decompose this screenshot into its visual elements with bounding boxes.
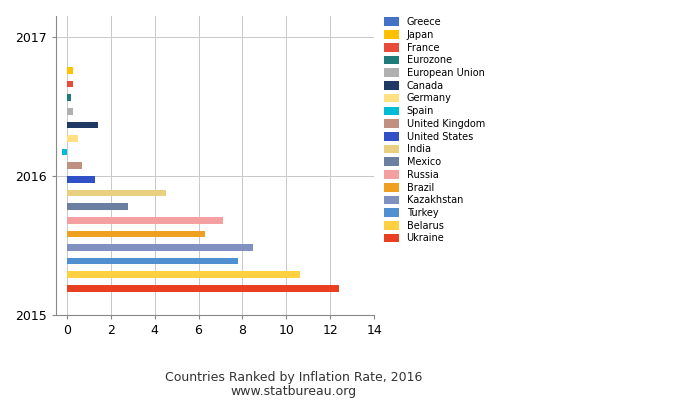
Bar xyxy=(66,162,82,169)
Legend: Greece, Japan, France, Eurozone, European Union, Canada, Germany, Spain, United : Greece, Japan, France, Eurozone, Europea… xyxy=(382,15,486,245)
Bar xyxy=(66,81,74,88)
Bar xyxy=(66,271,300,278)
Text: Countries Ranked by Inflation Rate, 2016: Countries Ranked by Inflation Rate, 2016 xyxy=(165,372,423,384)
Bar xyxy=(66,190,166,196)
Bar xyxy=(66,67,74,74)
Bar xyxy=(66,108,74,115)
Bar xyxy=(66,258,238,264)
Bar xyxy=(66,217,223,224)
Bar xyxy=(62,149,66,156)
Bar xyxy=(66,244,253,251)
Bar xyxy=(66,135,78,142)
Bar xyxy=(66,230,205,237)
Bar xyxy=(66,285,339,292)
Bar xyxy=(66,122,97,128)
Bar xyxy=(66,94,71,101)
Text: www.statbureau.org: www.statbureau.org xyxy=(231,386,357,398)
Bar xyxy=(66,176,95,183)
Bar xyxy=(66,203,128,210)
